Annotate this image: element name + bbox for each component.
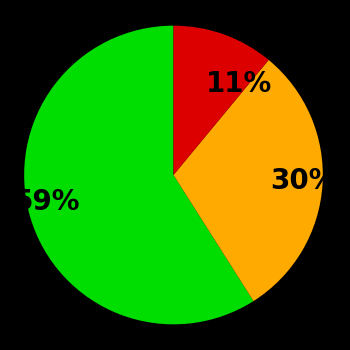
Wedge shape	[24, 26, 253, 324]
Text: 11%: 11%	[206, 70, 273, 98]
Text: 59%: 59%	[14, 188, 80, 216]
Wedge shape	[174, 60, 323, 301]
Text: 30%: 30%	[270, 167, 337, 195]
Wedge shape	[174, 26, 269, 175]
